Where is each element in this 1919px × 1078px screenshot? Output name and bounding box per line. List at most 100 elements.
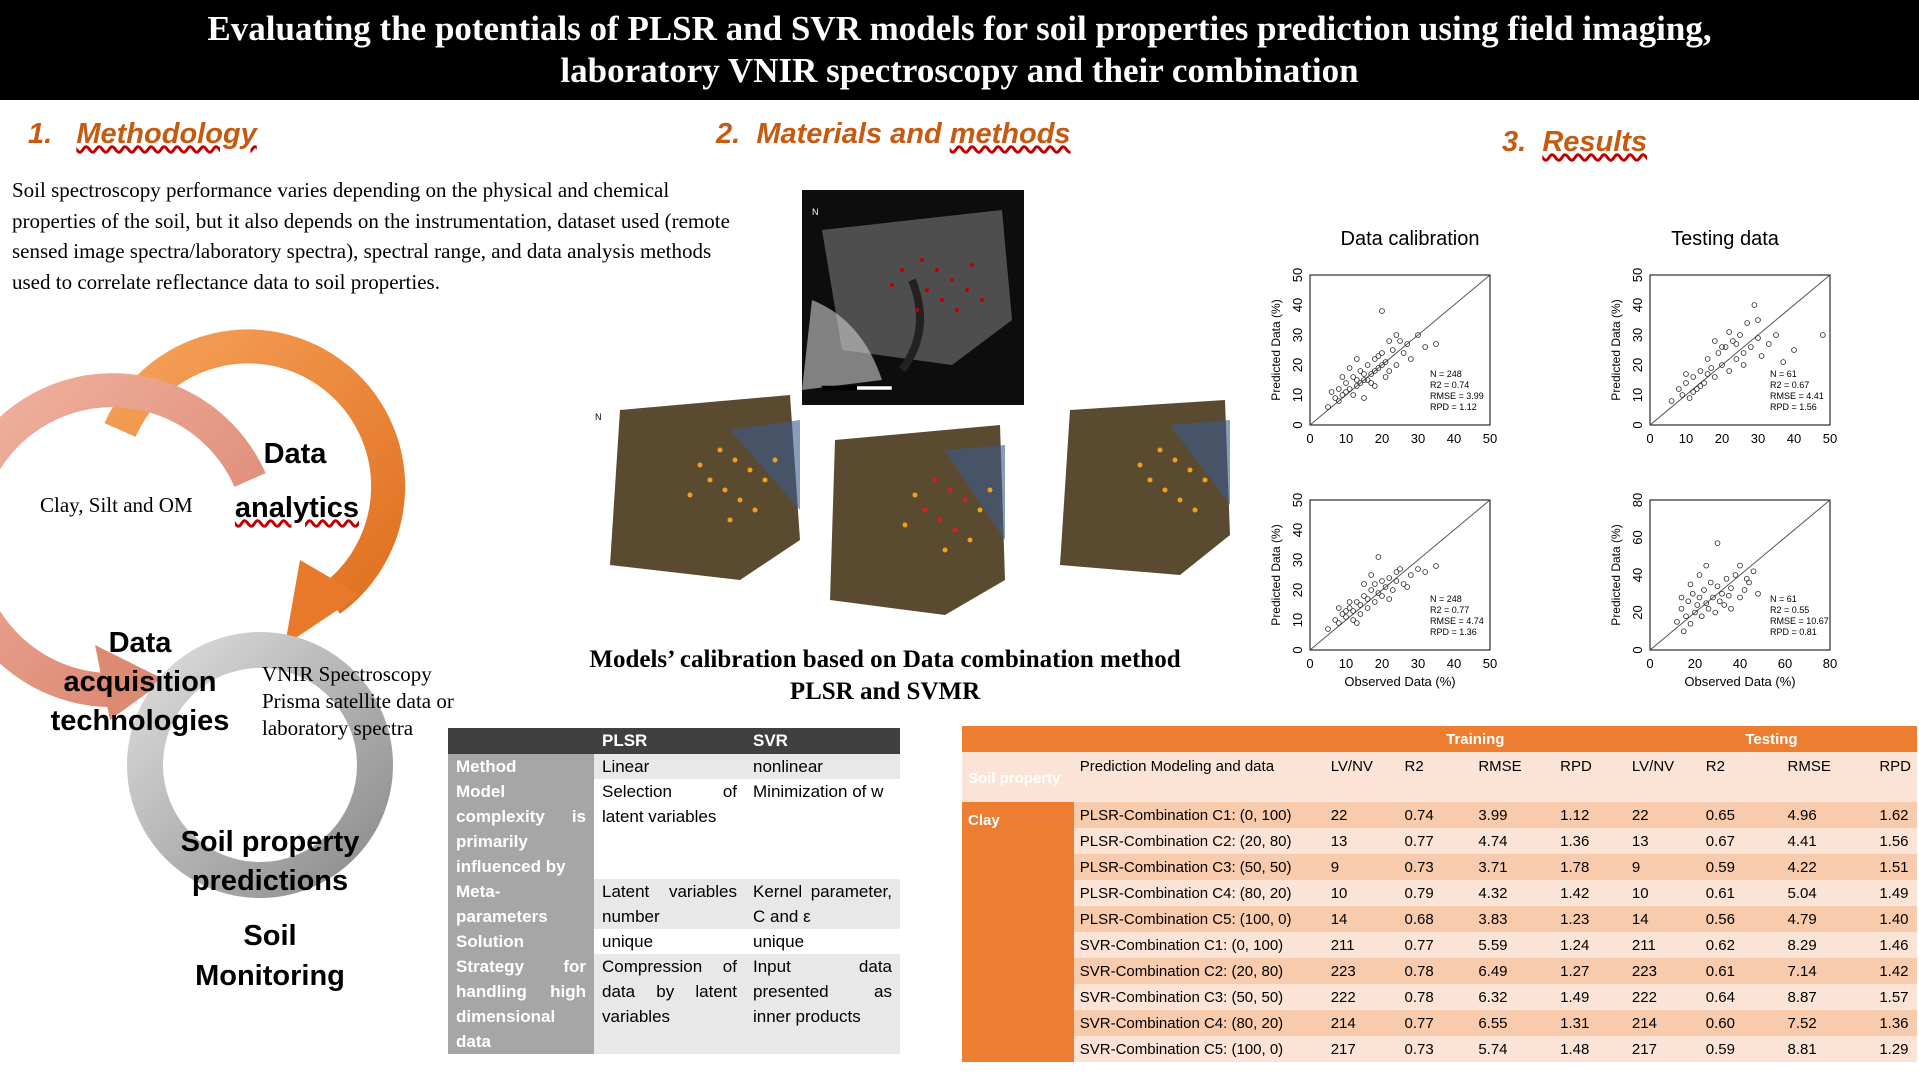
results-cell: 4.74 xyxy=(1472,828,1555,854)
data-point xyxy=(1693,386,1700,392)
results-cell: 22 xyxy=(1324,802,1399,828)
results-soil-property-label: Soil property xyxy=(962,752,1074,802)
results-cell: 1.56 xyxy=(1873,828,1917,854)
section-1-number: 1. xyxy=(28,118,53,150)
cycle-label-mon-2: Monitoring xyxy=(195,960,345,992)
results-cell: 0.62 xyxy=(1699,932,1782,958)
x-tick-label: 0 xyxy=(1646,431,1653,446)
data-point xyxy=(1386,338,1393,344)
data-point xyxy=(1372,581,1378,587)
one-to-one-line xyxy=(1649,499,1831,651)
results-model-name: PLSR-Combination C3: (50, 50) xyxy=(1073,854,1325,880)
results-cell: 0.77 xyxy=(1398,1010,1473,1036)
data-point xyxy=(1704,371,1711,377)
y-tick-label: 80 xyxy=(1630,493,1645,507)
data-point xyxy=(1343,614,1349,620)
data-point xyxy=(1773,332,1779,338)
results-cell: 0.77 xyxy=(1398,932,1473,958)
results-cell: 1.36 xyxy=(1554,828,1626,854)
results-cell: 22 xyxy=(1625,802,1700,828)
results-model-name: SVR-Combination C5: (100, 0) xyxy=(1073,1036,1325,1062)
side-label-line-2: Prisma satellite data or xyxy=(262,689,454,713)
section-3-title: Results xyxy=(1542,126,1648,158)
data-point xyxy=(1698,613,1705,620)
data-point xyxy=(1683,380,1689,386)
data-point xyxy=(1368,380,1375,386)
cycle-label-acq-3: technologies xyxy=(50,705,230,737)
data-point xyxy=(1368,371,1375,377)
data-point xyxy=(1733,356,1740,362)
results-cell: 4.96 xyxy=(1781,802,1874,828)
data-point xyxy=(1741,587,1748,593)
y-tick-label: 40 xyxy=(1290,523,1305,537)
data-point xyxy=(1339,392,1346,398)
data-point xyxy=(1382,359,1389,365)
results-cell: 0.67 xyxy=(1699,828,1782,854)
data-point xyxy=(1697,383,1704,389)
results-col-rpd-test: RPD xyxy=(1873,752,1917,802)
x-tick-label: 30 xyxy=(1751,431,1765,446)
method-table-svr-value: unique xyxy=(753,932,805,951)
results-col-rmse-train: RMSE xyxy=(1472,752,1555,802)
data-point xyxy=(1716,598,1723,605)
side-label-line-3: laboratory spectra xyxy=(262,716,414,740)
materials-caption-line-2: PLSR and SVMR xyxy=(789,678,981,705)
stat-label: RMSE = 4.74 xyxy=(1430,616,1484,626)
method-table-plsr-value: Linear xyxy=(594,754,745,779)
data-point xyxy=(1755,335,1761,341)
results-cell: 9 xyxy=(1324,854,1399,880)
data-point xyxy=(1400,581,1407,587)
results-cell: 0.59 xyxy=(1699,1036,1782,1062)
data-point xyxy=(1325,626,1331,632)
data-point xyxy=(1708,365,1715,371)
results-col-lv-test: LV/NV xyxy=(1625,752,1700,802)
data-point xyxy=(1332,617,1338,623)
data-point xyxy=(1364,362,1371,368)
data-point xyxy=(1679,392,1686,398)
gray-cycle-ring xyxy=(127,632,393,898)
data-point xyxy=(1674,619,1680,625)
results-cell: 1.31 xyxy=(1554,1010,1626,1036)
data-point xyxy=(1386,596,1393,602)
data-point xyxy=(1361,395,1367,401)
x-tick-label: 0 xyxy=(1306,431,1313,446)
data-point xyxy=(1354,620,1360,626)
data-point xyxy=(1712,609,1719,616)
orange-cycle-arrow xyxy=(104,329,406,614)
method-table-plsr-value: Selection of latent variables xyxy=(602,782,737,826)
x-tick-label: 40 xyxy=(1733,656,1747,671)
y-axis-label: Predicted Data (%) xyxy=(1609,524,1623,625)
data-point xyxy=(1339,611,1346,617)
data-point xyxy=(1350,617,1356,623)
data-point xyxy=(1740,362,1747,368)
data-point xyxy=(1375,554,1382,560)
method-table-svr-value: Input data presented as inner products xyxy=(745,954,900,1054)
data-point xyxy=(1372,356,1378,362)
data-point xyxy=(1685,598,1692,605)
method-table-plsr-value: Compression of data by latent variables xyxy=(594,954,745,1054)
data-point xyxy=(1710,594,1716,601)
data-point xyxy=(1737,594,1743,601)
results-cell: 0.59 xyxy=(1699,854,1782,880)
results-table: Training Testing Soil property Predictio… xyxy=(962,726,1917,1062)
data-point xyxy=(1393,578,1400,584)
materials-caption: Models’ calibration based on Data combin… xyxy=(540,644,1230,708)
stat-label: R2 = 0.77 xyxy=(1430,605,1469,615)
data-point xyxy=(1404,341,1411,347)
data-point xyxy=(1725,592,1732,599)
results-model-name: PLSR-Combination C5: (100, 0) xyxy=(1073,906,1325,932)
data-point xyxy=(1678,594,1685,601)
y-tick-label: 20 xyxy=(1290,358,1305,372)
results-cell: 1.48 xyxy=(1554,1036,1626,1062)
data-point xyxy=(1415,566,1421,572)
stat-label: N = 248 xyxy=(1430,594,1462,604)
data-point xyxy=(1703,600,1710,606)
satellite-map-left-graphic: N xyxy=(595,395,800,580)
data-point xyxy=(1733,341,1740,347)
data-point xyxy=(1361,377,1367,383)
data-point xyxy=(1346,365,1353,371)
data-point xyxy=(1354,599,1360,605)
results-cell: 14 xyxy=(1625,906,1700,932)
results-model-name: PLSR-Combination C4: (80, 20) xyxy=(1073,880,1325,906)
results-cell: 4.41 xyxy=(1781,828,1874,854)
